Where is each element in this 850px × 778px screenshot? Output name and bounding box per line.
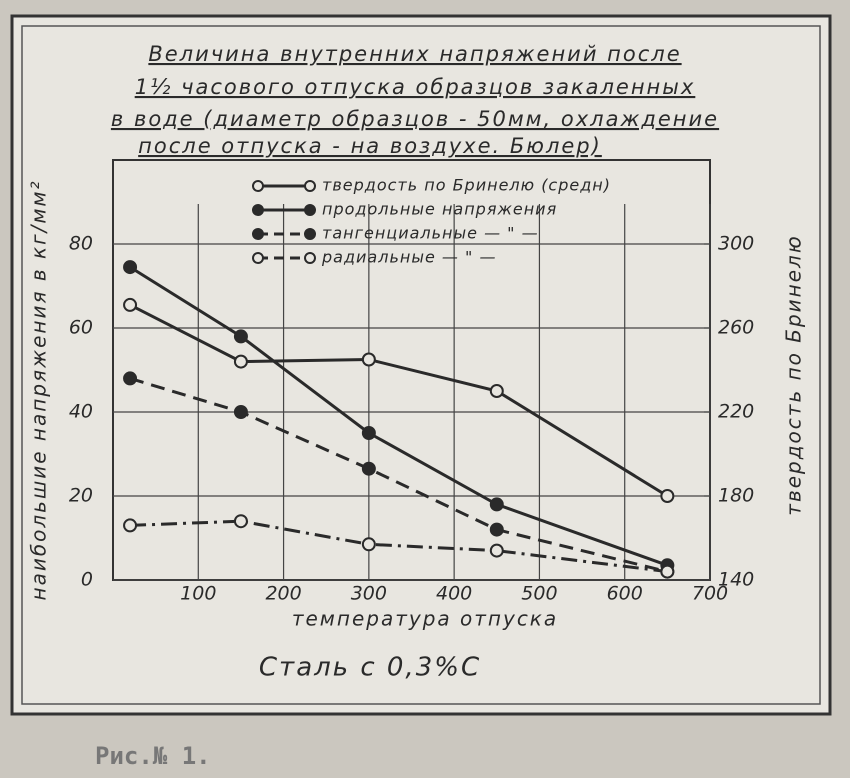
y-tick-label: 40	[69, 401, 93, 423]
subtitle: Сталь с 0,3%С	[259, 653, 481, 683]
point	[361, 461, 376, 476]
y2-tick-label: 300	[718, 233, 754, 255]
y-tick-label: 80	[69, 233, 93, 255]
legend-marker	[252, 204, 264, 216]
title-line: в воде (диаметр образцов - 50мм, охлажде…	[111, 107, 719, 131]
legend-marker	[304, 228, 316, 240]
x-tick-label: 300	[351, 583, 387, 605]
point	[660, 489, 675, 503]
y2-tick-label: 180	[718, 485, 754, 507]
x-axis-label: температура отпуска	[292, 607, 558, 631]
point	[489, 497, 504, 512]
point	[361, 537, 376, 552]
point	[489, 522, 504, 537]
y2-tick-label: 220	[718, 401, 754, 423]
point	[489, 543, 504, 558]
point	[361, 426, 376, 440]
legend-marker	[304, 204, 316, 216]
y-tick-label: 60	[69, 317, 93, 339]
caption: Рис.№ 1.	[95, 742, 211, 770]
x-tick-label: 700	[692, 583, 728, 605]
point	[123, 297, 138, 312]
legend-label: продольные напряжения	[322, 200, 557, 219]
y-tick-label: 20	[69, 485, 93, 507]
point	[660, 564, 675, 579]
x-tick-label: 400	[436, 583, 472, 605]
inner-frame	[21, 25, 821, 705]
x-tick-label: 600	[607, 583, 643, 605]
point	[123, 371, 138, 386]
point	[233, 354, 248, 369]
legend-marker	[252, 180, 264, 192]
point	[489, 384, 504, 398]
y-axis-label: наибольшие напряжения в кг/мм²	[27, 179, 51, 600]
legend-marker	[252, 228, 264, 240]
title-line: 1½ часового отпуска образцов закаленных	[135, 75, 696, 99]
y2-tick-label: 260	[718, 317, 754, 339]
frame	[10, 14, 832, 716]
legend-marker	[304, 252, 316, 264]
x-tick-label: 200	[265, 583, 301, 605]
legend-label: радиальные — " —	[321, 248, 496, 267]
y2-tick-label: 140	[718, 569, 754, 591]
legend-label: твердость по Бринелю (средн)	[322, 176, 611, 195]
x-tick-label: 100	[180, 583, 216, 605]
point	[233, 329, 248, 344]
legend-marker	[252, 252, 264, 264]
point	[233, 405, 248, 419]
title-line: Величина внутренних напряжений после	[148, 42, 681, 66]
x-tick-label: 500	[521, 583, 557, 605]
point	[123, 518, 138, 533]
legend-label: тангенциальные — " —	[322, 224, 539, 243]
point	[361, 352, 376, 367]
y-tick-label: 0	[81, 569, 93, 591]
legend-marker	[304, 180, 316, 192]
point	[123, 260, 138, 275]
point	[233, 514, 248, 529]
y2-axis-label: твердость по Бринелю	[782, 234, 806, 515]
title-line: после отпуска - на воздухе. Бюлер)	[138, 134, 602, 158]
